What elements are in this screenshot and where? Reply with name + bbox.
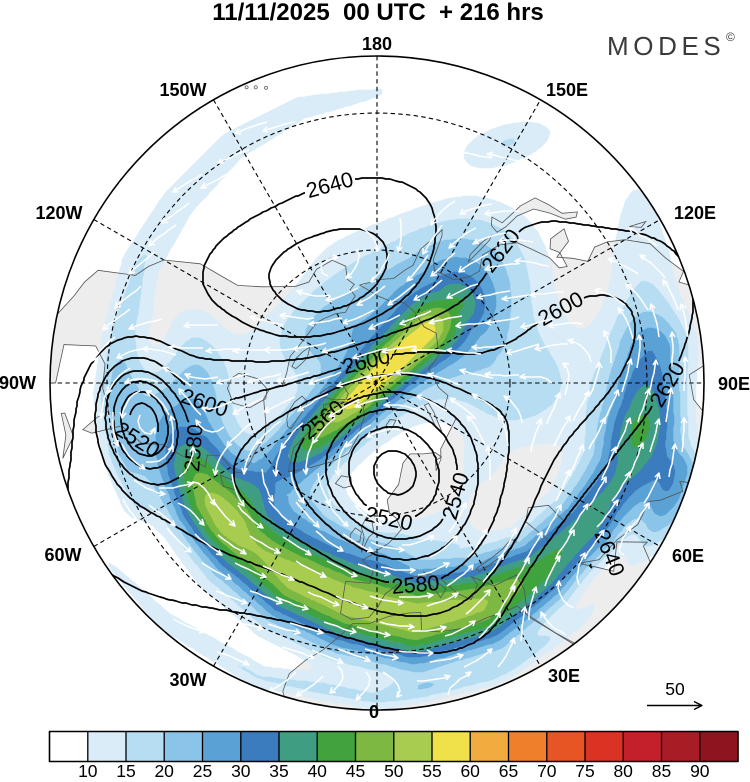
svg-text:30E: 30E <box>548 666 580 686</box>
svg-text:11/11/2025 00 UTC + 216 hrs: 11/11/2025 00 UTC + 216 hrs <box>212 0 544 26</box>
svg-text:85: 85 <box>652 761 671 781</box>
svg-text:75: 75 <box>575 761 594 781</box>
svg-text:15: 15 <box>116 761 135 781</box>
svg-text:20: 20 <box>154 761 174 781</box>
svg-text:45: 45 <box>346 761 365 781</box>
svg-text:90: 90 <box>690 761 710 781</box>
svg-text:120W: 120W <box>35 203 82 223</box>
svg-text:70: 70 <box>537 761 557 781</box>
svg-text:60W: 60W <box>44 545 81 565</box>
svg-text:180: 180 <box>362 34 392 54</box>
svg-text:60: 60 <box>460 761 480 781</box>
svg-text:MODES: MODES <box>607 31 725 61</box>
svg-text:©: © <box>726 30 735 44</box>
svg-text:80: 80 <box>613 761 633 781</box>
svg-text:35: 35 <box>269 761 288 781</box>
svg-text:120E: 120E <box>674 203 716 223</box>
svg-text:40: 40 <box>307 761 327 781</box>
svg-text:25: 25 <box>193 761 212 781</box>
svg-text:90E: 90E <box>718 374 750 394</box>
svg-text:60E: 60E <box>672 546 704 566</box>
svg-text:65: 65 <box>499 761 518 781</box>
svg-text:30: 30 <box>231 761 251 781</box>
svg-text:30W: 30W <box>169 670 206 690</box>
svg-text:50: 50 <box>665 679 685 699</box>
svg-text:55: 55 <box>422 761 441 781</box>
svg-text:150W: 150W <box>159 80 206 100</box>
svg-text:10: 10 <box>78 761 98 781</box>
svg-text:0: 0 <box>369 702 379 722</box>
svg-text:90W: 90W <box>0 373 36 393</box>
svg-text:50: 50 <box>384 761 404 781</box>
svg-text:150E: 150E <box>546 80 588 100</box>
